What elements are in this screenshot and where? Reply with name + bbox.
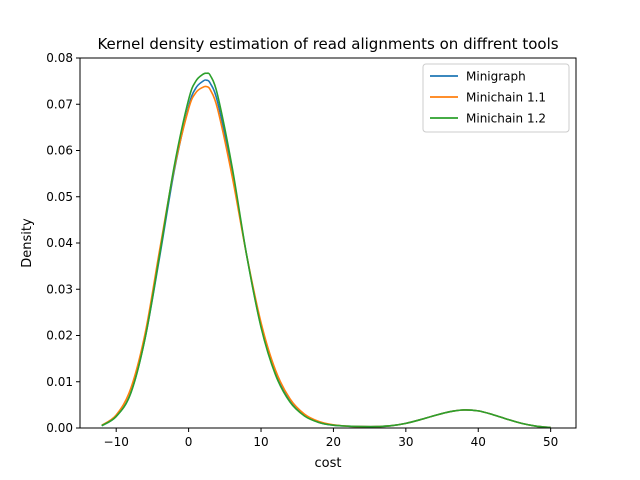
y-tick-label: 0.04 [46,236,73,250]
plot-lines [101,72,551,429]
legend: Minigraph Minichain 1.1 Minichain 1.2 [422,63,570,133]
y-tick-label: 0.06 [46,144,73,158]
y-tick-label: 0.01 [46,375,73,389]
legend-label-3: Minichain 1.2 [466,112,546,126]
y-axis-ticks: 0.00 0.01 0.02 0.03 0.04 0.05 0.06 0.07 0.08 [46,51,80,435]
y-tick-label: 0.07 [46,97,73,111]
y-tick-label: 0.08 [46,51,73,65]
legend-box [422,63,570,133]
x-axis-label: cost [315,456,342,471]
x-tick-label: −10 [104,435,129,449]
x-axis-ticks: −10 0 10 20 30 40 50 [104,428,558,449]
y-tick-label: 0.03 [46,282,73,296]
y-tick-label: 0.05 [46,190,73,204]
legend-label-2: Minichain 1.1 [466,91,546,105]
x-tick-label: 50 [543,435,558,449]
chart-title: Kernel density estimation of read alignm… [97,35,558,53]
y-tick-label: 0.00 [46,421,73,435]
legend-label-1: Minigraph [466,70,526,84]
y-tick-label: 0.02 [46,329,73,343]
x-tick-label: 10 [253,435,268,449]
x-tick-label: 0 [185,435,193,449]
x-tick-label: 40 [471,435,486,449]
x-tick-label: 30 [398,435,413,449]
series-line-3 [101,72,551,429]
x-tick-label: 20 [326,435,341,449]
y-axis-label: Density [20,218,35,268]
